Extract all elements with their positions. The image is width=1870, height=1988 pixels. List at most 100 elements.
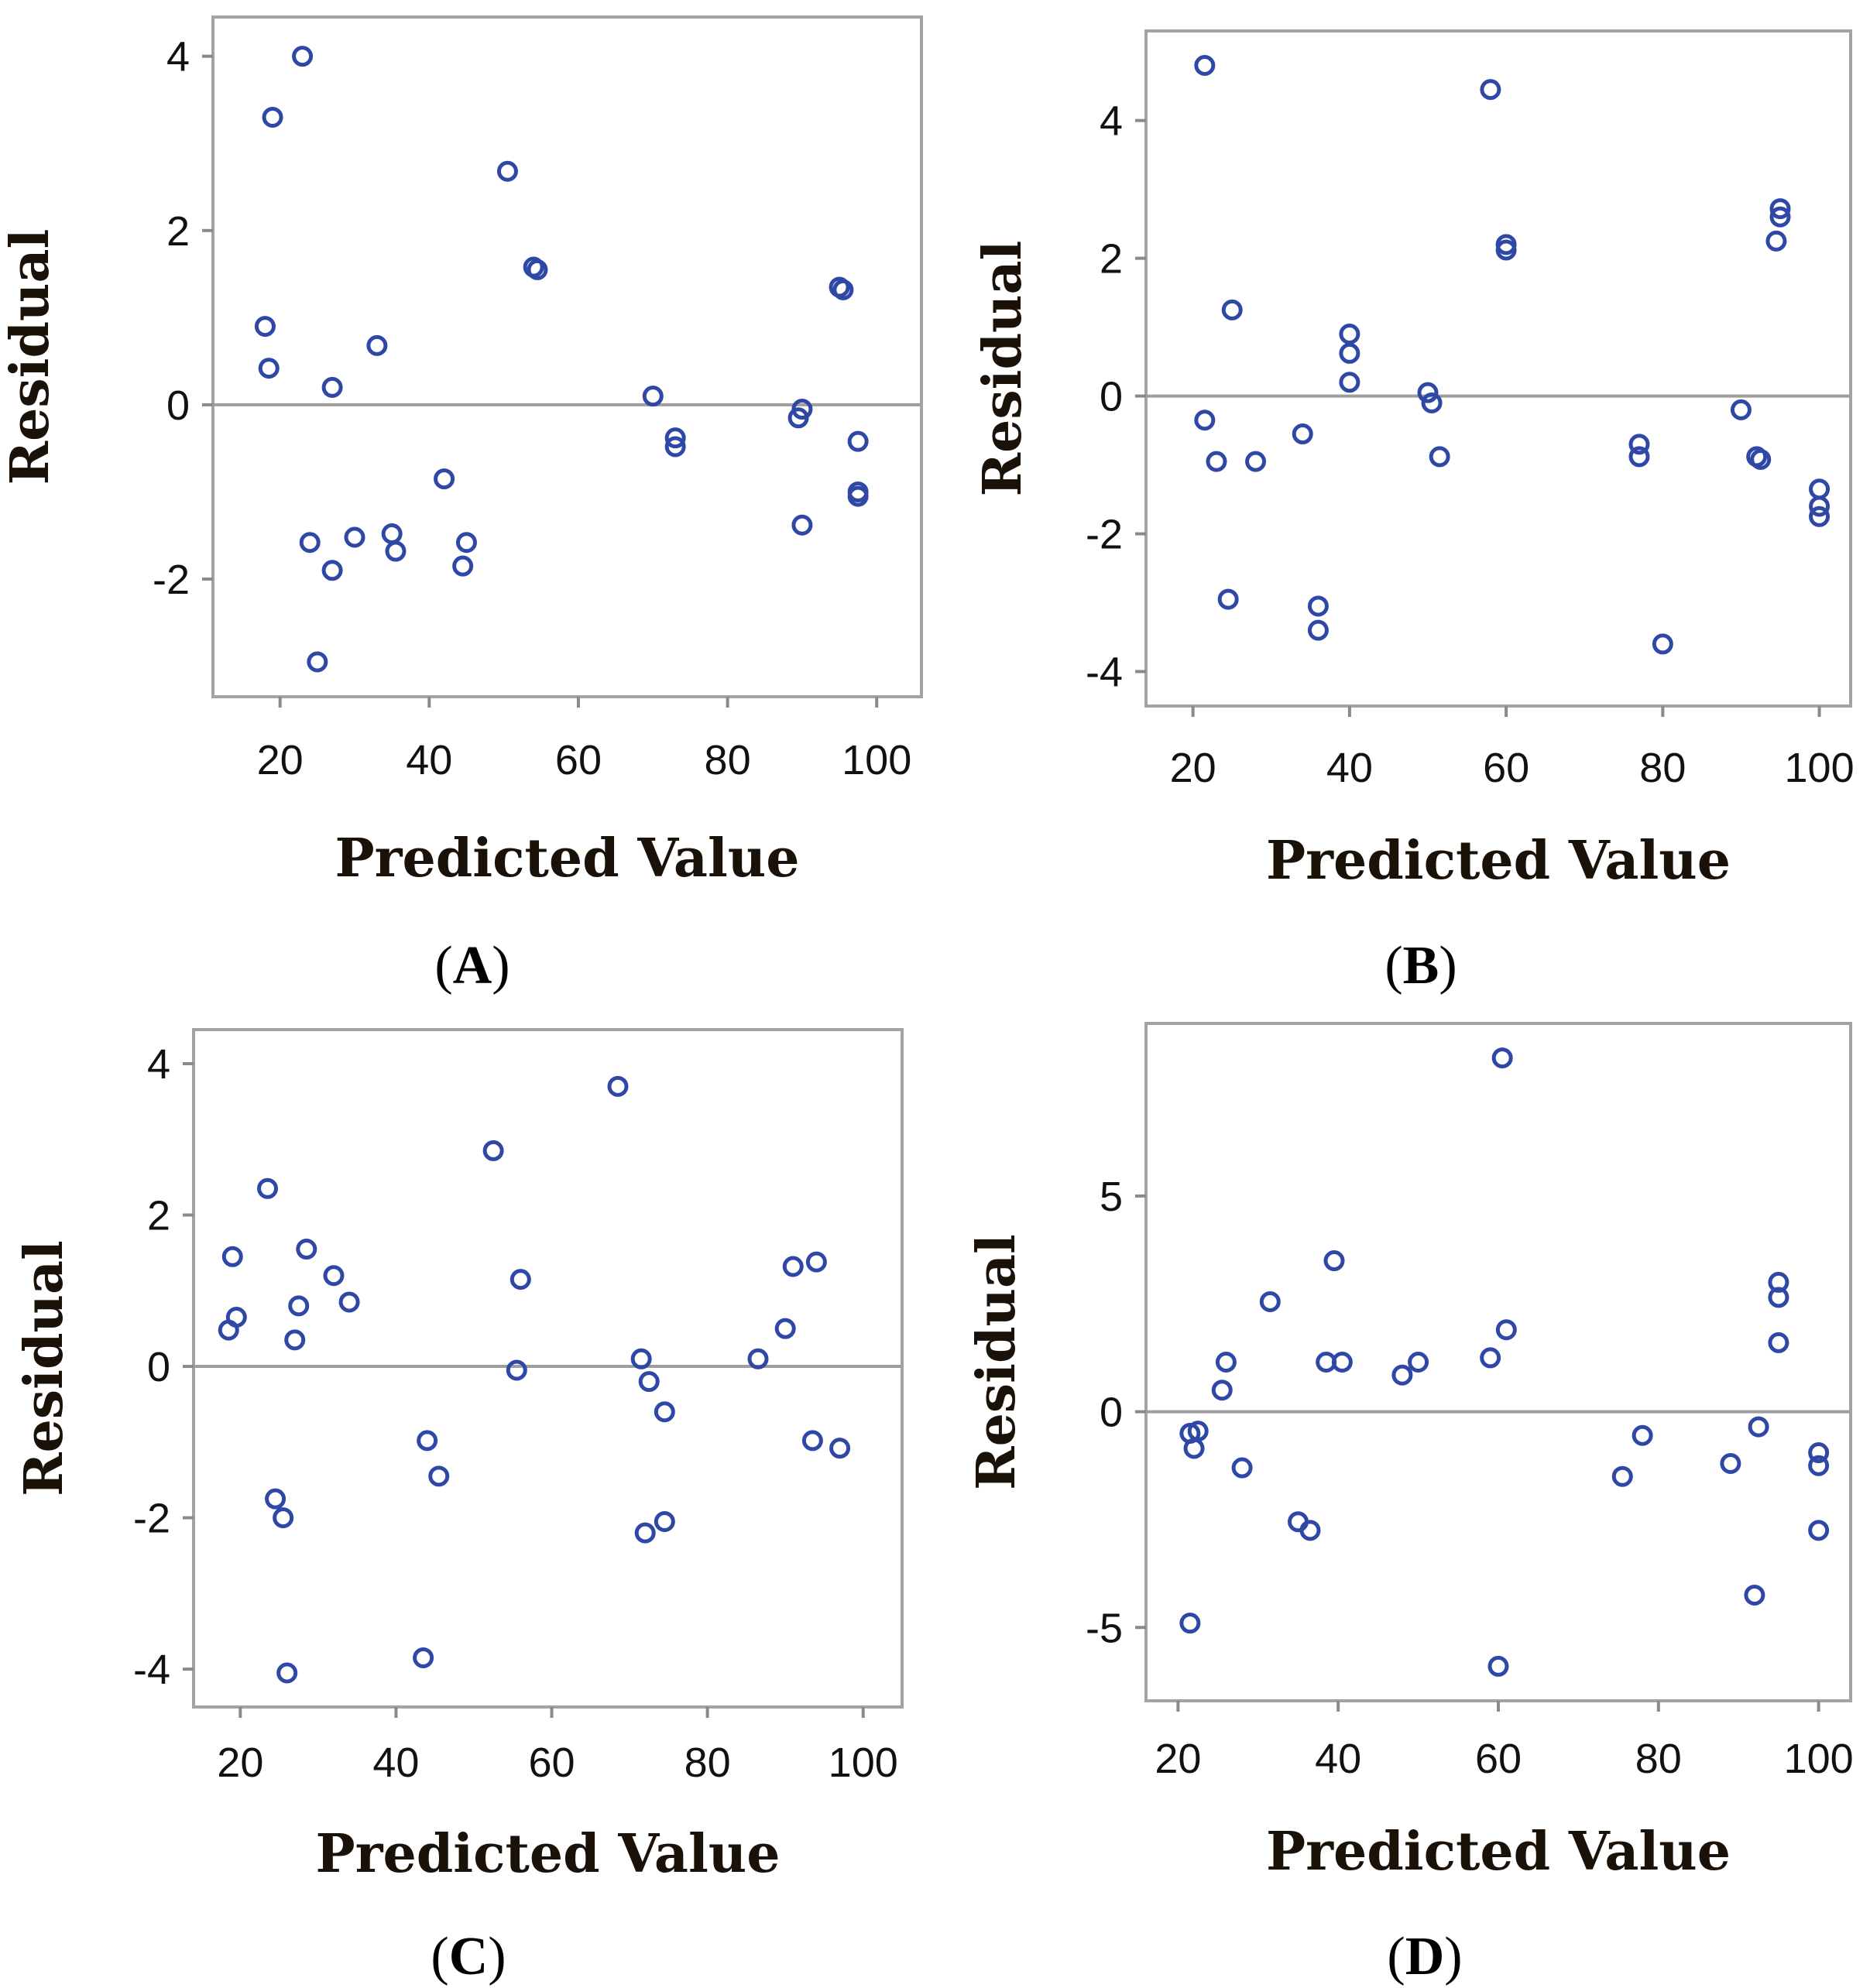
data-points — [1179, 1047, 1830, 1677]
y-tick-label: 4 — [1100, 98, 1123, 145]
data-point — [1421, 392, 1443, 413]
data-point — [630, 1348, 652, 1369]
caption-close-paren: ) — [492, 936, 510, 996]
x-axis-title: Predicted Value — [335, 828, 799, 889]
data-point — [1194, 410, 1216, 431]
data-point — [284, 1329, 306, 1351]
x-tick-label: 60 — [1475, 1736, 1522, 1782]
y-tick-label: -4 — [1086, 650, 1123, 696]
data-point — [1748, 1416, 1769, 1438]
data-point — [299, 532, 321, 554]
caption-open-paren: ( — [431, 1927, 448, 1986]
data-points — [254, 46, 869, 673]
y-tick-label: 5 — [1100, 1174, 1123, 1220]
x-tick-label: 60 — [1483, 745, 1529, 791]
data-point — [292, 46, 314, 67]
data-point — [455, 532, 477, 554]
data-point — [1221, 299, 1243, 320]
x-tick-label: 80 — [685, 1740, 731, 1786]
y-tick-label: -5 — [1086, 1605, 1123, 1651]
y-tick-label: 0 — [1100, 1390, 1123, 1436]
data-point — [1217, 588, 1239, 610]
data-point — [1768, 1287, 1789, 1308]
y-axis-title: Residual — [0, 229, 61, 485]
data-point — [506, 1359, 527, 1381]
data-point — [385, 540, 407, 562]
data-point — [338, 1291, 360, 1313]
plot-frame — [1144, 29, 1852, 708]
data-point — [1187, 1421, 1209, 1442]
data-point — [1769, 198, 1791, 220]
data-point — [321, 376, 343, 398]
data-point — [258, 358, 280, 379]
data-point — [1215, 1352, 1237, 1373]
data-point — [1391, 1364, 1413, 1386]
y-tick-label: 2 — [166, 208, 190, 255]
panel-a: -2 0 2 4 20 40 60 80 100 Predicted Value Residual (… — [0, 15, 923, 996]
data-point — [1652, 633, 1673, 655]
data-point — [1299, 1520, 1321, 1541]
plot-frame — [211, 15, 923, 698]
x-tick-label: 100 — [1784, 1736, 1854, 1782]
data-point — [1307, 619, 1329, 641]
data-point — [1206, 451, 1227, 472]
y-tick-label: 0 — [166, 382, 190, 429]
data-point — [638, 1371, 660, 1393]
data-point — [1730, 399, 1752, 420]
y-tick-label: -2 — [133, 1496, 170, 1542]
y-tick-label: -2 — [1086, 512, 1123, 558]
data-point — [791, 514, 813, 536]
data-point — [1211, 1380, 1233, 1401]
x-tick-label: 20 — [257, 737, 304, 783]
data-point — [1259, 1290, 1281, 1312]
data-point — [1480, 79, 1501, 101]
plot-frame — [192, 1028, 904, 1709]
data-point — [634, 1522, 656, 1544]
data-point — [218, 1319, 239, 1341]
data-point — [1808, 1520, 1830, 1541]
x-tick-label: 40 — [1326, 745, 1373, 791]
data-point — [1429, 446, 1450, 468]
data-point — [1331, 1352, 1353, 1373]
x-tick-label: 20 — [1170, 745, 1216, 791]
data-point — [1744, 1584, 1765, 1606]
x-tick-label: 60 — [528, 1740, 575, 1786]
data-point — [1809, 506, 1831, 527]
data-point — [1323, 1250, 1345, 1272]
data-point — [1292, 423, 1313, 445]
data-point — [254, 316, 276, 338]
data-point — [221, 1246, 243, 1267]
data-point — [344, 526, 365, 548]
data-point — [1480, 1347, 1501, 1369]
data-point — [428, 1465, 450, 1487]
data-point — [307, 651, 328, 673]
data-point — [413, 1647, 434, 1668]
panel-caption: (C) — [431, 1927, 506, 1986]
data-point — [452, 555, 474, 577]
data-point — [801, 1430, 823, 1452]
data-point — [262, 106, 283, 128]
data-points — [1194, 54, 1831, 655]
y-tick-label: 2 — [147, 1193, 170, 1239]
data-point — [1491, 1047, 1513, 1069]
x-tick-label: 20 — [1155, 1736, 1201, 1782]
caption-open-paren: ( — [1384, 936, 1402, 996]
x-tick-label: 40 — [1315, 1736, 1361, 1782]
data-point — [1720, 1452, 1741, 1474]
data-point — [774, 1318, 796, 1339]
y-tick-label: 0 — [147, 1344, 170, 1390]
x-tick-label: 80 — [705, 737, 751, 783]
data-point — [1495, 239, 1517, 261]
caption-letter: A — [453, 936, 492, 996]
x-tick-label: 100 — [842, 737, 911, 783]
data-point — [847, 485, 869, 507]
x-tick-label: 40 — [406, 737, 452, 783]
data-point — [607, 1075, 629, 1097]
data-point — [527, 259, 548, 280]
x-tick-label: 80 — [1635, 1736, 1682, 1782]
y-tick-label: -2 — [153, 557, 190, 603]
y-tick-label: 2 — [1100, 236, 1123, 283]
data-point — [1765, 230, 1787, 252]
y-axis-title: Residual — [13, 1240, 75, 1496]
